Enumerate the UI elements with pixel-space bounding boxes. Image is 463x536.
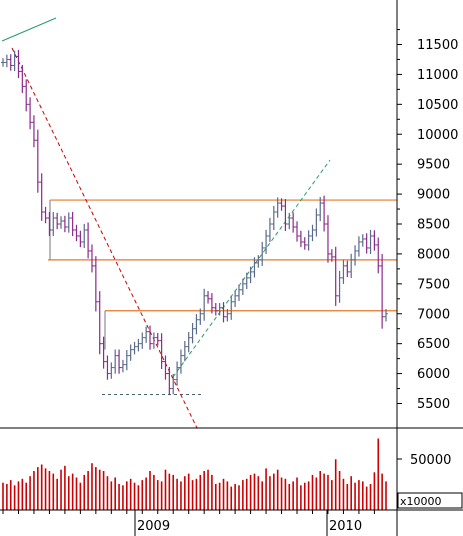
price-tick-label: 5500 [417, 397, 450, 412]
price-panel [1, 17, 397, 429]
early-trend-line [1, 17, 57, 42]
volume-scale-box [397, 492, 463, 509]
price-tick-label: 8000 [417, 247, 450, 262]
price-tick-label: 11500 [417, 38, 458, 53]
price-tick-label: 9000 [417, 188, 450, 203]
price-tick-label: 11000 [417, 68, 458, 83]
price-tick-label: 6500 [417, 337, 450, 352]
price-tick-label: 6000 [417, 367, 450, 382]
price-tick-label: 8500 [417, 218, 450, 233]
volume-panel [2, 438, 387, 510]
x-tick-label: 2010 [329, 519, 362, 534]
price-tick-label: 7500 [417, 277, 450, 292]
downtrend-line [11, 47, 198, 429]
uptrend-line [172, 159, 331, 378]
price-tick-label: 7000 [417, 307, 450, 322]
price-tick-label: 10000 [417, 128, 458, 143]
volume-scale-label: x10000 [400, 495, 442, 508]
x-tick-label: 2009 [137, 519, 170, 534]
price-tick-label: 9500 [417, 158, 450, 173]
price-tick-label: 10500 [417, 98, 458, 113]
volume-tick-label: 50000 [410, 453, 451, 468]
